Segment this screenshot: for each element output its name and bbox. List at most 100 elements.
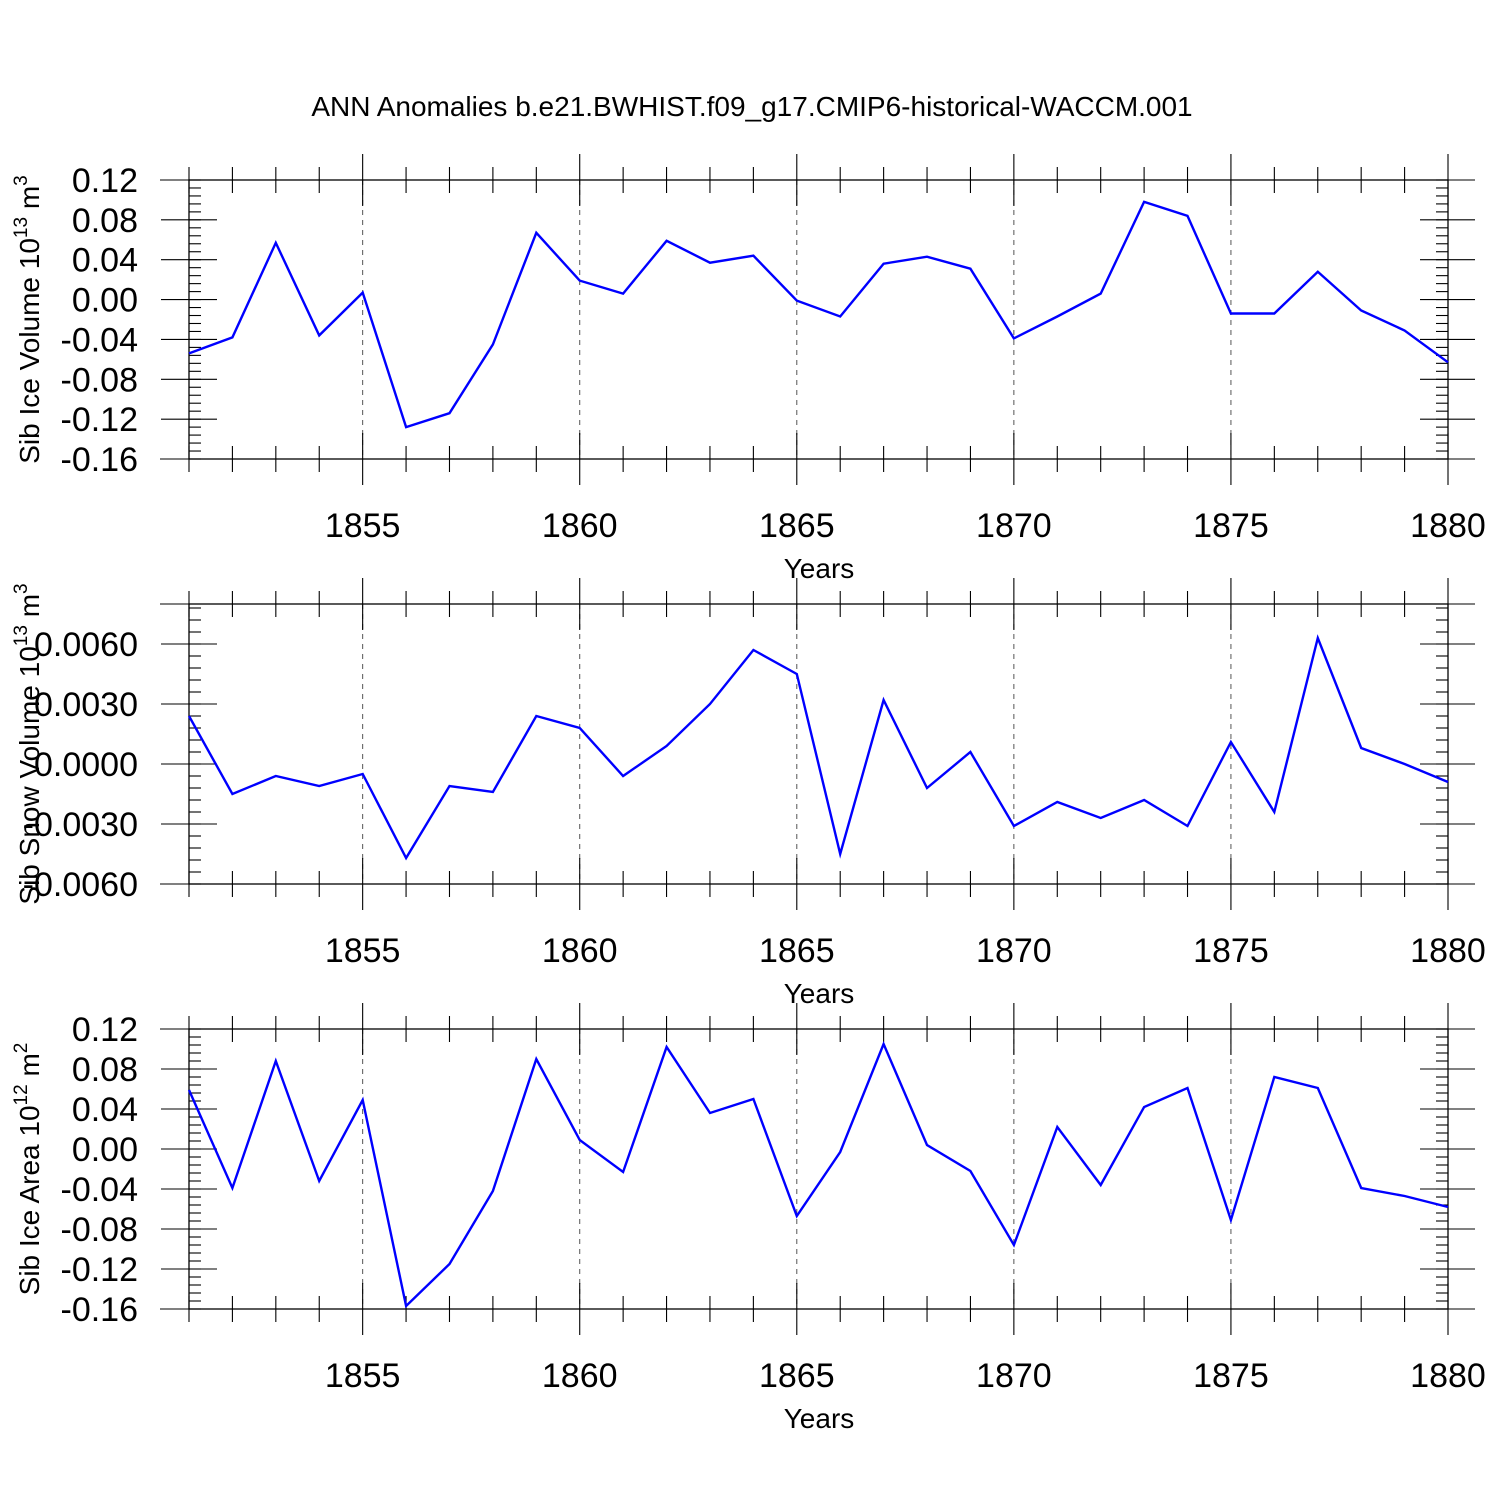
data-point — [361, 773, 364, 776]
x-axis-label: Years — [784, 1403, 855, 1434]
y-tick-label: -0.0060 — [23, 866, 138, 904]
data-point — [318, 785, 321, 788]
data-point — [188, 1089, 191, 1092]
data-point — [752, 649, 755, 652]
chart-panel-2: 0.0060 0.0030 0.0000 -0.0030 -0.0060 1855 1860… — [11, 578, 1486, 1009]
plot-frame — [188, 1028, 1449, 1310]
data-point — [1012, 825, 1015, 828]
y-tick-label: -0.0030 — [23, 806, 138, 844]
data-point — [839, 853, 842, 856]
data-series-line — [187, 634, 1449, 861]
data-point — [1012, 1244, 1015, 1247]
data-point — [1143, 1106, 1146, 1109]
data-point — [795, 1215, 798, 1218]
data-point — [882, 699, 885, 702]
y-tick-label: -0.08 — [61, 1211, 139, 1249]
x-tick-label: 1875 — [1193, 1357, 1269, 1395]
data-point — [1273, 1076, 1276, 1079]
y-tick-label: 0.0060 — [34, 626, 138, 664]
data-point — [1403, 1195, 1406, 1198]
data-point — [926, 1144, 929, 1147]
data-point — [274, 775, 277, 778]
data-point — [448, 1263, 451, 1266]
data-point — [231, 1187, 234, 1190]
data-point — [1229, 741, 1232, 744]
y-tick-label: 0.00 — [72, 282, 138, 320]
x-tick-label: 1880 — [1410, 1357, 1486, 1395]
y-tick-label: 0.12 — [72, 162, 138, 200]
x-tick-label: 1880 — [1410, 932, 1486, 970]
data-point — [1056, 1126, 1059, 1129]
data-point — [1403, 329, 1406, 332]
plot-frame — [188, 179, 1449, 460]
data-point — [839, 315, 842, 318]
y-tick-label: -0.04 — [61, 321, 139, 359]
data-point — [448, 412, 451, 415]
data-point — [665, 1046, 668, 1049]
y-tick-label: -0.16 — [61, 441, 139, 479]
data-point — [491, 343, 494, 346]
data-series-line — [188, 200, 1449, 429]
data-point — [969, 1170, 972, 1173]
data-point — [1056, 315, 1059, 318]
data-point — [274, 1060, 277, 1063]
x-tick-label: 1855 — [325, 507, 401, 545]
data-point — [1099, 817, 1102, 820]
x-tick-label: 1865 — [759, 1357, 835, 1395]
data-series-line — [187, 1040, 1449, 1309]
x-tick-label: 1875 — [1193, 932, 1269, 970]
x-tick-label: 1865 — [759, 507, 835, 545]
data-point — [274, 241, 277, 244]
data-point — [578, 727, 581, 730]
data-point — [1447, 1206, 1450, 1209]
data-point — [708, 261, 711, 264]
x-tick-label: 1860 — [542, 1357, 618, 1395]
y-tick-label: -0.12 — [61, 1251, 139, 1289]
data-point — [1447, 361, 1450, 364]
data-point — [578, 1139, 581, 1142]
data-point — [882, 262, 885, 265]
data-point — [578, 279, 581, 282]
data-point — [1186, 214, 1189, 217]
data-point — [665, 239, 668, 242]
data-point — [795, 673, 798, 676]
data-point — [1229, 312, 1232, 315]
data-point — [318, 334, 321, 337]
data-point — [1316, 637, 1319, 640]
data-point — [535, 231, 538, 234]
x-tick-label: 1860 — [542, 507, 618, 545]
data-point — [926, 255, 929, 258]
y-tick-label: -0.08 — [61, 361, 139, 399]
data-point — [1447, 781, 1450, 784]
chart-panel-3: 0.120.080.040.00-0.04-0.08-0.12-0.16 1855… — [11, 1003, 1486, 1434]
data-point — [622, 292, 625, 295]
y-tick-label: -0.04 — [61, 1171, 139, 1209]
data-point — [708, 703, 711, 706]
data-point — [491, 1190, 494, 1193]
y-tick-label: 0.08 — [72, 202, 138, 240]
data-point — [405, 1305, 408, 1308]
x-axis-label: Years — [784, 978, 855, 1009]
data-point — [361, 1099, 364, 1102]
y-tick-label: 0.12 — [72, 1011, 138, 1049]
data-point — [1403, 763, 1406, 766]
data-point — [405, 426, 408, 429]
plot-frame — [188, 603, 1449, 885]
y-axis-label: Sib Ice Area 1012 m2 — [11, 1043, 46, 1296]
data-point — [448, 785, 451, 788]
x-tick-label: 1870 — [976, 932, 1052, 970]
y-tick-label: 0.00 — [72, 1131, 138, 1169]
x-tick-label: 1865 — [759, 932, 835, 970]
data-point — [1229, 1219, 1232, 1222]
data-point — [1273, 312, 1276, 315]
x-tick-label: 1855 — [325, 932, 401, 970]
data-point — [1143, 799, 1146, 802]
x-tick-label: 1880 — [1410, 507, 1486, 545]
data-point — [969, 751, 972, 754]
data-point — [665, 745, 668, 748]
data-point — [1099, 1184, 1102, 1187]
data-point — [839, 1151, 842, 1154]
data-point — [622, 1171, 625, 1174]
data-point — [535, 715, 538, 718]
